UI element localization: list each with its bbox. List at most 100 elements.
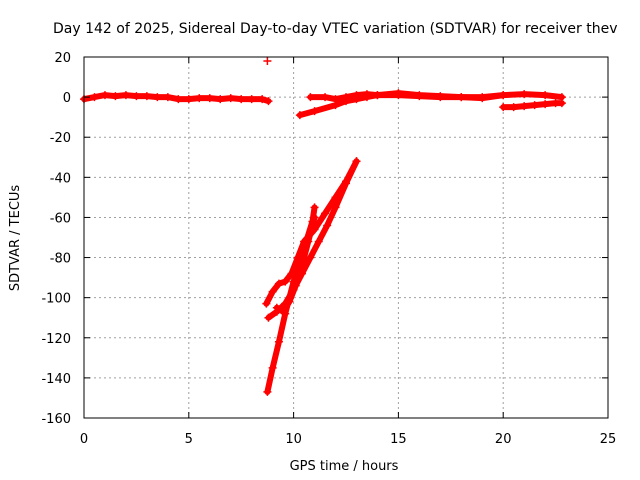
data-point-marker [268,363,277,372]
data-point-marker [541,100,550,109]
data-point-marker [287,269,296,278]
data-point-marker [184,95,193,104]
x-tick-label: 20 [495,432,512,447]
data-point-marker [274,337,283,346]
data-point-marker [216,95,225,104]
data-point-marker [258,95,267,104]
data-point-marker [352,91,361,100]
data-point-marker [499,103,508,112]
y-tick-label: 0 [63,91,71,106]
data-point-marker [314,237,323,246]
series-trace-band-13h [306,90,508,104]
data-point-marker [342,179,350,188]
data-point-marker [268,287,277,296]
data-point-marker [100,91,109,100]
data-point-marker [310,203,319,212]
data-point-marker [306,93,315,102]
chart-title: Day 142 of 2025, Sidereal Day-to-day VTE… [53,21,617,37]
data-point-marker [457,93,466,102]
data-point-marker [121,91,130,100]
x-tick-label: 5 [185,432,193,447]
data-point-marker [310,213,319,222]
series-line [265,158,360,321]
series-trace-upper-right-end [499,99,566,112]
data-point-marker [274,279,283,288]
y-tick-label: -40 [50,171,71,186]
data-point-marker [272,303,281,312]
data-point-marker [295,111,304,120]
data-point-marker [205,94,214,103]
data-point-marker [264,313,273,322]
data-point-marker [436,93,445,102]
data-point-marker [226,94,235,103]
y-tick-label: -120 [41,332,71,347]
data-point-marker [394,91,403,100]
y-tick-label: -20 [50,131,71,146]
data-point-marker [279,307,288,316]
series-trace-upper-left [80,91,273,106]
y-tick-label: -100 [41,292,71,307]
data-point-marker [285,297,294,306]
data-point-marker [263,57,272,66]
x-tick-label: 10 [285,432,302,447]
data-point-marker [174,95,183,104]
data-point-marker [323,221,332,230]
y-axis-label: SDTVAR / TECUs [8,185,23,292]
data-point-marker [499,91,508,100]
data-point-marker [153,93,162,102]
series-line [263,158,360,307]
y-tick-label: -140 [41,372,71,387]
data-point-marker [352,157,361,166]
data-point-marker [237,95,246,104]
y-tick-label: -80 [50,252,71,267]
data-point-marker [509,103,518,112]
x-axis-label: GPS time / hours [290,459,399,474]
data-point-marker [557,99,566,108]
grid-lines [84,57,608,418]
data-point-marker [304,237,313,246]
series-line [307,91,507,103]
data-point-marker [520,90,529,99]
data-point-marker [373,91,382,100]
data-point-marker [281,277,290,286]
data-point-marker [297,261,306,270]
x-tick-label: 25 [600,432,617,447]
data-point-marker [291,281,300,290]
data-point-marker [541,91,550,100]
data-point-marker [262,299,271,308]
y-tick-label: 20 [54,51,71,66]
axis-ticks: 0 5 10 15 20 25 20 0 -20 -40 -60 -80 -100 -120 -140 -16… [41,51,616,447]
data-point-marker [520,102,529,111]
y-tick-label: -60 [50,211,71,226]
series-trace-descent-c [264,157,361,322]
data-point-marker [310,107,319,116]
data-point-marker [415,92,424,101]
x-tick-label: 0 [80,432,88,447]
series-trace-descent-d [272,213,319,316]
data-point-marker [478,94,487,103]
x-tick-label: 15 [390,432,407,447]
data-point-marker [306,253,315,262]
data-point-marker [342,93,350,102]
y-tick-label: -160 [41,412,71,427]
series-outlier [263,57,272,66]
data-point-marker [90,93,99,102]
data-point-marker [195,94,204,103]
data-point-marker [293,253,302,262]
data-traces [80,57,566,396]
data-point-marker [247,95,256,104]
data-point-marker [142,92,151,101]
plot-frame [83,56,609,419]
data-point-marker [362,90,371,99]
data-point-marker [331,95,340,104]
data-point-marker [264,97,273,106]
data-point-marker [530,101,539,110]
data-point-marker [331,203,340,212]
data-point-marker [263,387,272,396]
data-point-marker [132,92,141,101]
data-point-marker [111,92,120,101]
data-point-marker [321,93,330,102]
data-point-marker [163,93,172,102]
data-point-marker [321,209,330,218]
